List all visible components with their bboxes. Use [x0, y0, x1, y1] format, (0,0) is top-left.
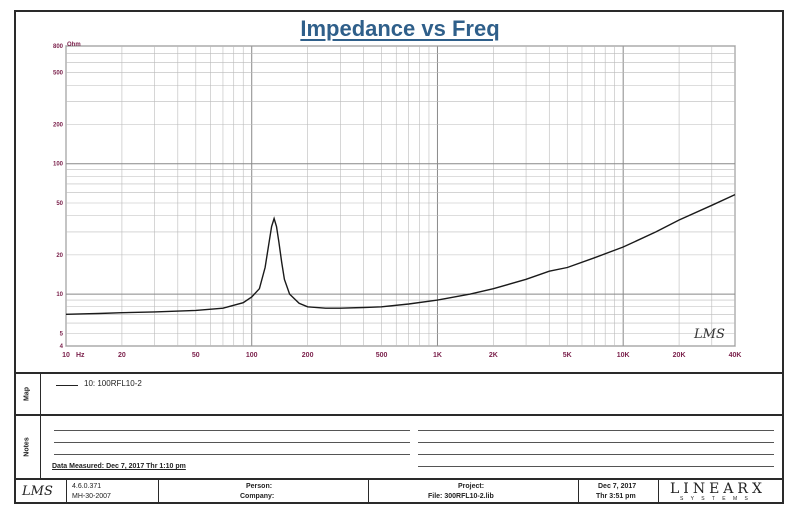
y-tick-label: 50	[56, 201, 63, 207]
legend-entry: 10: 100RFL10-2	[84, 379, 142, 388]
version: 4.6.0.371	[72, 483, 102, 490]
x-tick-label: 20	[118, 352, 126, 359]
brand-subtitle: S Y S T E M S	[680, 496, 751, 502]
x-tick-label: 10	[62, 352, 70, 359]
y-tick-label: 500	[53, 71, 64, 77]
data-measured: Data Measured: Dec 7, 2017 Thr 1:10 pm	[52, 463, 186, 470]
y-axis-unit: Ohm	[67, 42, 81, 48]
impedance-curve	[65, 193, 736, 315]
notes-label-cell: Notes	[14, 416, 41, 478]
x-tick-label: 1K	[433, 352, 442, 359]
map-band: Map 10: 100RFL10-2	[14, 372, 784, 414]
chart-title: Impedance vs Freq	[300, 16, 500, 41]
y-tick-label: 10	[56, 292, 63, 298]
x-tick-label: 2K	[489, 352, 498, 359]
map-label-cell: Map	[14, 374, 41, 414]
note-line	[54, 454, 410, 455]
file-label: File: 300RFL10-2.lib	[428, 493, 494, 500]
note-line	[54, 430, 410, 431]
note-line	[418, 442, 774, 443]
x-tick-label: 5K	[563, 352, 572, 359]
x-tick-label: 500	[376, 352, 388, 359]
note-line	[418, 466, 774, 467]
footer-logo-cell: LMS	[14, 480, 67, 504]
y-axis-ticks: 4 5 10 20 50 100 200 500 800	[53, 44, 64, 350]
x-tick-label: 200	[302, 352, 314, 359]
impedance-chart: 4 5 10 20 50 100 200 500 800 10 20 50 100 200 500 1K 2K…	[53, 42, 741, 359]
watermark-logo: LMS	[693, 327, 725, 342]
graph-frame	[14, 10, 784, 504]
plot-border	[65, 45, 736, 347]
x-tick-label: 40K	[729, 352, 742, 359]
company-label: Company:	[240, 493, 275, 500]
x-tick-label: 100	[246, 352, 258, 359]
footer-project-cell: Project: File: 300RFL10-2.lib	[368, 480, 579, 504]
footer-person-cell: Person: Company:	[158, 480, 369, 504]
y-tick-label: 5	[60, 331, 64, 337]
note-line	[54, 442, 410, 443]
footer-band: LMS 4.6.0.371 MH-30-2007 Person: Company…	[14, 478, 784, 504]
footer-date-cell: Dec 7, 2017 Thr 3:51 pm	[578, 480, 659, 504]
lms-logo: LMS	[22, 484, 53, 499]
x-axis-ticks: 10 20 50 100 200 500 1K 2K 5K 10K 20K 40K	[62, 352, 741, 359]
y-tick-label: 100	[53, 162, 64, 168]
y-tick-label: 800	[53, 44, 64, 50]
y-tick-label: 4	[60, 344, 64, 350]
legend-swatch	[56, 385, 78, 386]
y-tick-label: 200	[53, 122, 64, 128]
version-date: MH-30-2007	[72, 493, 111, 500]
brand-logo: LINEARX	[670, 481, 766, 497]
y-tick-label: 20	[56, 253, 63, 259]
x-tick-label: 20K	[673, 352, 686, 359]
x-tick-label: 10K	[617, 352, 630, 359]
grid	[65, 45, 736, 347]
person-label: Person:	[246, 483, 273, 490]
footer-date: Dec 7, 2017	[598, 483, 637, 490]
note-line	[418, 454, 774, 455]
note-line	[418, 430, 774, 431]
footer-version-cell: 4.6.0.371 MH-30-2007	[66, 480, 159, 504]
x-tick-label: 50	[192, 352, 200, 359]
x-axis-unit: Hz	[76, 352, 85, 359]
footer-time: Thr 3:51 pm	[596, 493, 636, 500]
project-label: Project:	[458, 483, 485, 490]
notes-band: Notes Data Measured: Dec 7, 2017 Thr 1:1…	[14, 414, 784, 478]
